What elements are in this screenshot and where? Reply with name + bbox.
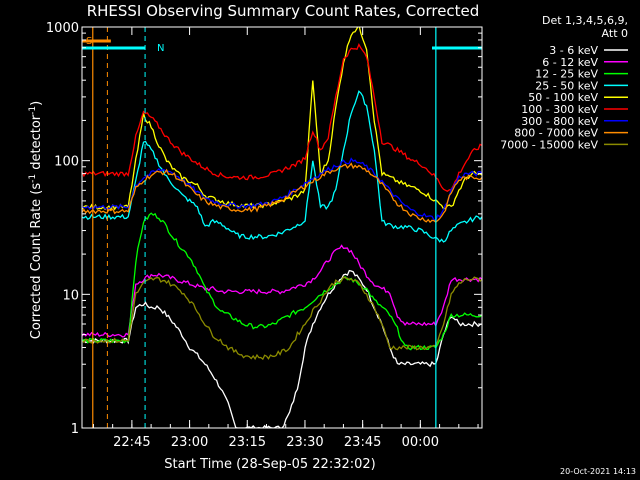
series-line-1 [82,244,482,338]
legend-label-0: 3 - 6 keV [549,44,598,57]
y-label-end: ) [29,101,44,106]
legend-header-line-1: Det 1,3,4,5,6,9, [542,14,628,27]
y-label-sup-2: -1 [28,106,38,115]
x-tick-label-5: 00:00 [402,435,439,450]
y-label-sup-1: -1 [28,174,38,183]
y-tick-label-3: 1000 [46,21,79,36]
axes: 22:45 23:00 23:15 23:30 23:45 00:00 1 10 100 1000 [46,21,483,450]
night-annotation: N [157,43,164,54]
x-axis-label: Start Time (28-Sep-05 22:32:02) [164,457,375,472]
x-tick-label-4: 23:45 [344,435,381,450]
series-line-6 [82,157,482,221]
y-label-mid: detector [29,114,44,174]
series-line-3 [82,90,482,243]
y-tick-label-1: 10 [62,288,79,303]
legend-label-6: 300 - 800 keV [521,115,598,128]
series-line-5 [82,42,482,192]
plot-frame [81,26,483,429]
x-tick-label-0: 22:45 [113,435,150,450]
plot-area: SN [82,27,482,428]
legend-header-line-2: Att 0 [602,27,628,40]
legend-label-2: 12 - 25 keV [535,68,598,81]
chart-title: RHESSI Observing Summary Count Rates, Co… [87,2,480,20]
y-label-main: Corrected Count Rate (s [29,183,44,340]
legend-label-3: 25 - 50 keV [535,79,598,92]
x-tick-label-2: 23:15 [229,435,266,450]
legend-label-7: 800 - 7000 keV [514,127,598,140]
y-tick-label-0: 1 [71,422,79,437]
x-tick-label-1: 23:00 [171,435,208,450]
legend-label-5: 100 - 300 keV [521,103,598,116]
legend-label-4: 50 - 100 keV [528,91,598,104]
series-line-7 [82,162,482,224]
series-line-0 [82,269,482,428]
series-line-8 [82,275,482,361]
footer-date: 20-Oct-2021 14:13 [560,467,636,476]
x-tick-label-3: 23:30 [286,435,323,450]
y-tick-label-2: 100 [54,155,79,170]
y-axis-label: Corrected Count Rate (s-1 detector-1) [28,101,44,339]
legend-label-8: 7000 - 15000 keV [500,138,598,151]
legend-label-1: 6 - 12 keV [542,56,598,69]
saa-annotation: S [86,36,92,47]
